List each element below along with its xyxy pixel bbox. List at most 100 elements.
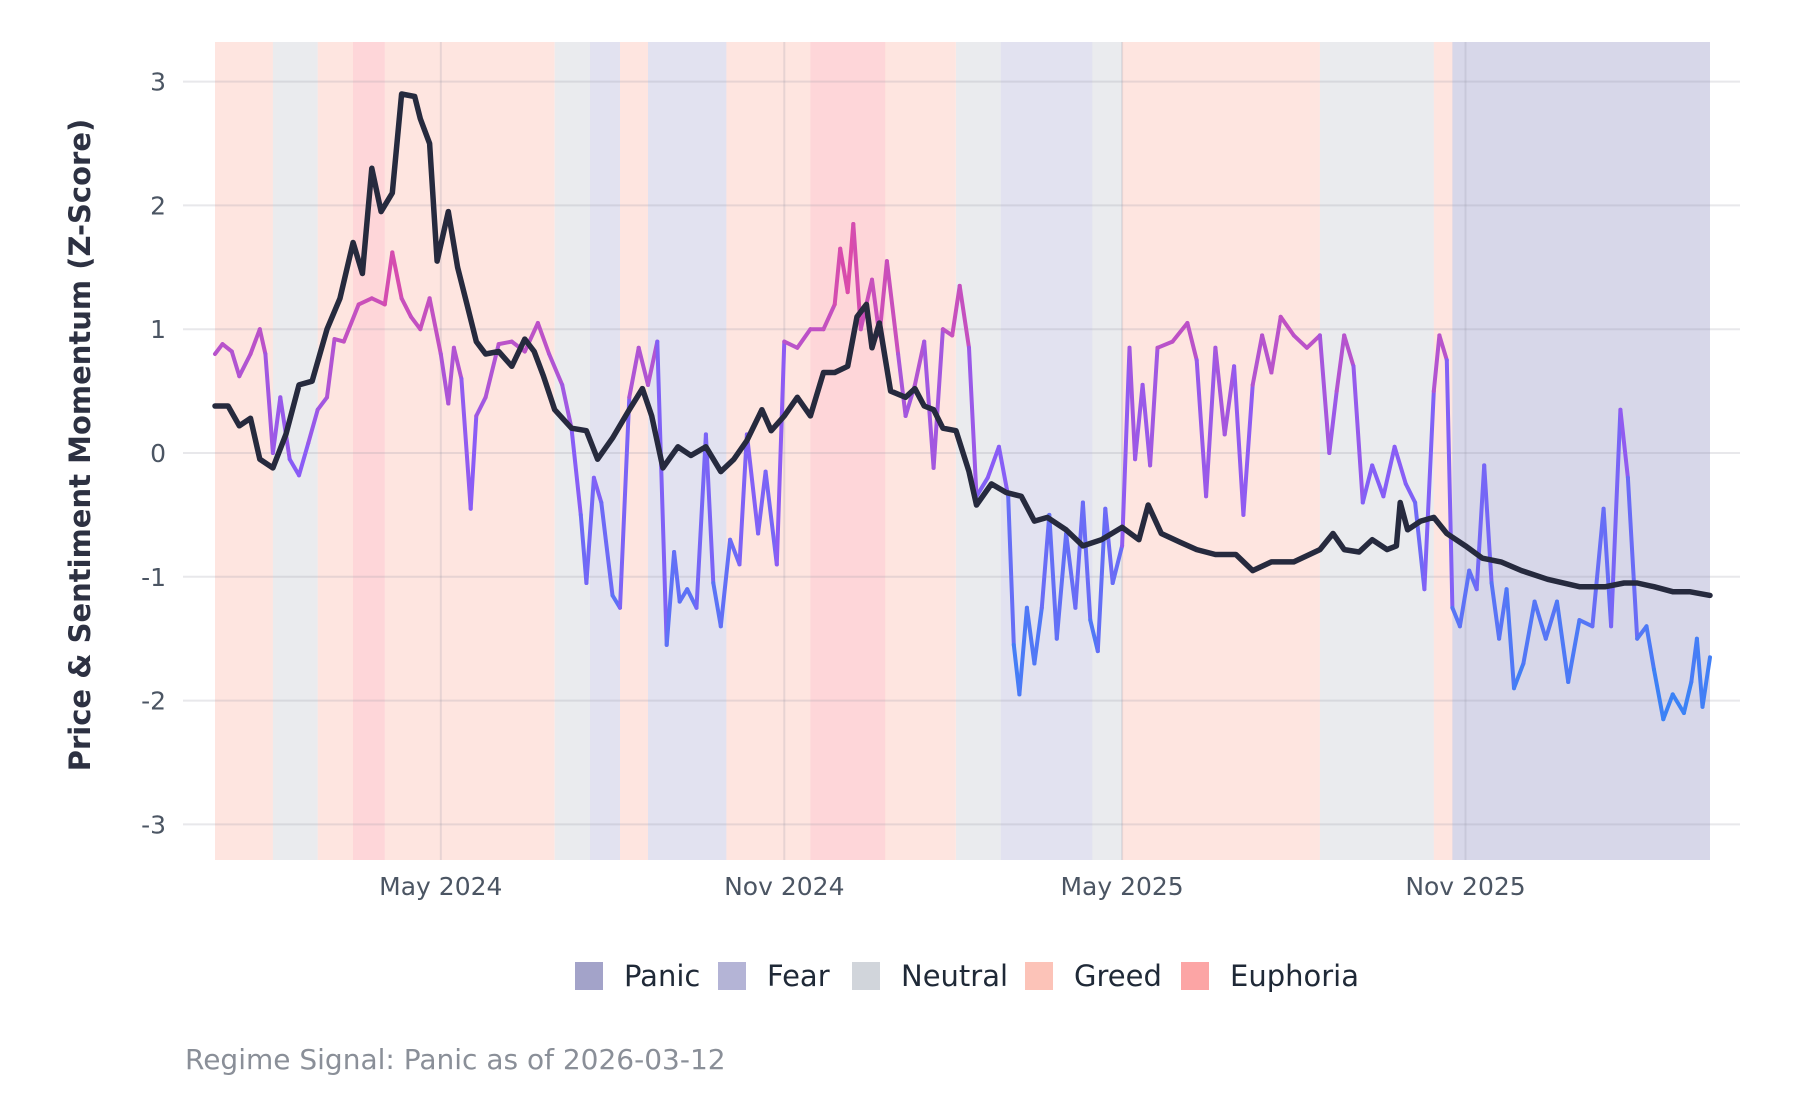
sentiment-line-segment [591, 475, 604, 505]
sentiment-line-segment [1413, 500, 1427, 592]
sentiment-line-segment [474, 395, 488, 418]
sentiment-line-segment [522, 321, 540, 354]
sentiment-line-segment [664, 550, 677, 647]
sentiment-line-segment [560, 382, 574, 431]
sentiment-line-segment [1170, 321, 1190, 344]
sentiment-line-segment [1327, 389, 1339, 455]
sentiment-line-segment [1064, 531, 1078, 610]
sentiment-line-segment [1133, 382, 1145, 462]
sentiment-line-segment [1032, 605, 1044, 666]
sentiment-line-segment [356, 296, 374, 307]
sentiment-line-segment [438, 352, 451, 406]
regime-band-neutral [1319, 42, 1434, 860]
sentiment-line-segment [1566, 618, 1582, 684]
sentiment-line-segment [584, 475, 596, 585]
sentiment-line-segment [832, 246, 843, 307]
sentiment-line-segment [1140, 382, 1153, 468]
sentiment-line-segment [1054, 531, 1069, 641]
sentiment-line-segment [1291, 333, 1309, 350]
sentiment-line-segment [1512, 661, 1526, 691]
sentiment-line-segment [1360, 463, 1375, 505]
sentiment-line-segment [315, 395, 329, 412]
sentiment-line-segment [1148, 345, 1160, 468]
sentiment-line-segment [451, 345, 464, 381]
sentiment-line-segment [1073, 500, 1085, 610]
sentiment-line-segment [468, 413, 479, 511]
legend-swatch-panic [575, 962, 603, 990]
sentiment-line-segment [694, 432, 708, 610]
sentiment-line-segment [1457, 568, 1472, 629]
legend-swatch-greed [1025, 962, 1053, 990]
sentiment-line-segment [257, 327, 268, 356]
sentiment-line-segment [382, 250, 395, 307]
sentiment-line-segment [1431, 333, 1442, 394]
sentiment-line-segment [535, 321, 552, 356]
sentiment-line-segment [1392, 444, 1408, 486]
sentiment-line-segment [1694, 636, 1705, 709]
sentiment-line-segment [677, 587, 690, 604]
regime-band-greed [215, 42, 273, 860]
sentiment-line-segment [1039, 512, 1052, 610]
sentiment-line-segment [1024, 605, 1037, 666]
price-line [212, 91, 1713, 599]
sentiment-line-segment [1095, 506, 1108, 654]
sentiment-line-segment [496, 339, 514, 347]
sentiment-line-segment [1681, 680, 1694, 715]
sentiment-line-segment [1155, 339, 1175, 350]
sentiment-line-segment [547, 352, 565, 387]
sentiment-line-segment [1532, 599, 1548, 641]
regime-band-greed [317, 42, 354, 860]
sentiment-line-segment [737, 432, 749, 567]
sentiment-line-segment [341, 302, 361, 344]
y-axis-title: Price & Sentiment Momentum (Z-Score) [63, 119, 97, 772]
sentiment-line-segment [1555, 599, 1571, 684]
regime-signal-caption: Regime Signal: Panic as of 2026-03-12 [185, 1043, 726, 1076]
sentiment-line-segment [1269, 314, 1283, 375]
sentiment-line-segment [325, 337, 337, 400]
sentiment-line-segment [1103, 506, 1115, 585]
sentiment-line-segment [1521, 599, 1537, 666]
sentiment-line-segment [1609, 407, 1623, 629]
sentiment-line-segment [263, 352, 275, 455]
sentiment-line-segment [1222, 364, 1237, 437]
sentiment-line-segment [229, 349, 242, 379]
regime-band-greed [384, 42, 555, 860]
y-tick-label: -1 [141, 563, 166, 592]
regime-band-panic [1452, 42, 1710, 860]
legend-label-fear: Fear [767, 959, 830, 993]
sentiment-line-segment [1700, 655, 1712, 709]
series-layer [212, 91, 1713, 722]
sentiment-line-segment [1474, 463, 1487, 592]
sentiment-line-segment [1194, 358, 1209, 499]
sentiment-line-segment [774, 339, 787, 567]
sentiment-line-segment [1381, 444, 1397, 499]
sentiment-line-segment [1017, 605, 1029, 697]
sentiment-line-segment [1661, 692, 1675, 722]
sentiment-line-segment [1127, 345, 1138, 462]
sentiment-line-segment [782, 339, 800, 350]
sentiment-line-segment [1422, 389, 1436, 592]
sentiment-line-segment [1260, 333, 1274, 375]
sentiment-line-segment [1652, 667, 1666, 722]
sentiment-line-segment [672, 550, 682, 604]
regime-band-euphoria [810, 42, 886, 860]
x-tick-label: May 2025 [1060, 872, 1183, 901]
sentiment-line-segment [427, 296, 443, 356]
sentiment-line-segment [270, 395, 283, 455]
sentiment-line-segment [636, 345, 650, 387]
sentiment-line-segment [912, 339, 927, 387]
sentiment-line-segment [1204, 345, 1218, 499]
sentiment-line-segment [1403, 481, 1418, 505]
sentiment-line-segment [950, 283, 962, 338]
x-tick-label: Nov 2024 [724, 872, 844, 901]
regime-band-greed [1433, 42, 1453, 860]
sentiment-line-segment [1625, 475, 1640, 641]
sentiment-line-segment [655, 339, 669, 647]
y-tick-label: -3 [141, 810, 166, 839]
sentiment-line-segment [1644, 624, 1656, 672]
sentiment-line-segment [1304, 333, 1322, 350]
sentiment-line-segment [1110, 543, 1125, 585]
y-axis-ticks: 3 2 1 0 -1 -2 -3 [141, 68, 166, 840]
sentiment-line-segment [1080, 500, 1093, 623]
